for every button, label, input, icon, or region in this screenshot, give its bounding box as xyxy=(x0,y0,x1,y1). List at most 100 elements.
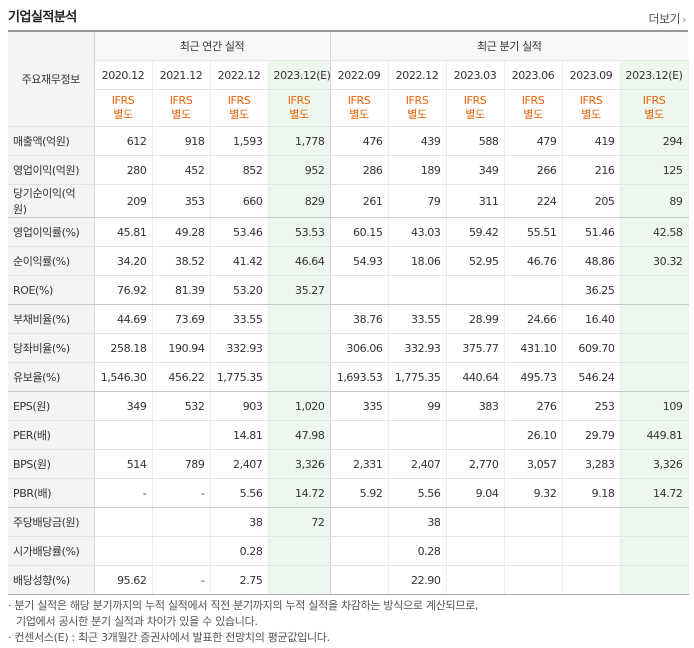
table-cell: 33.55 xyxy=(210,304,269,334)
table-cell: - xyxy=(94,478,153,508)
table-cell xyxy=(330,565,389,595)
accounting-standard: IFRS xyxy=(111,94,135,107)
group-annual-header: 최근 연간 실적 xyxy=(94,30,331,61)
table-cell: 280 xyxy=(94,155,153,185)
table-cell: 46.64 xyxy=(268,246,331,276)
table-cell: 588 xyxy=(446,126,505,156)
table-cell: 440.64 xyxy=(446,362,505,392)
table-cell: 495.73 xyxy=(504,362,563,392)
table-cell: 53.46 xyxy=(210,217,269,247)
section-title: 기업실적분석 xyxy=(8,10,77,25)
table-cell: 45.81 xyxy=(94,217,153,247)
table-row: 시가배당률(%) 0.28 0.28 xyxy=(8,536,689,566)
table-cell xyxy=(562,565,621,595)
table-cell: 26.10 xyxy=(504,420,563,450)
group-quarter-header: 최근 분기 실적 xyxy=(330,30,689,61)
table-cell: 294 xyxy=(620,126,689,156)
table-cell: 3,326 xyxy=(268,449,331,479)
table-cell xyxy=(620,536,689,566)
table-cell: 903 xyxy=(210,391,269,421)
table-cell: 33.55 xyxy=(388,304,447,334)
table-cell: 125 xyxy=(620,155,689,185)
table-cell xyxy=(620,565,689,595)
table-cell: 224 xyxy=(504,184,563,218)
table-cell: 452 xyxy=(152,155,211,185)
table-cell: 383 xyxy=(446,391,505,421)
table-cell: 99 xyxy=(388,391,447,421)
table-cell: 261 xyxy=(330,184,389,218)
table-row: EPS(원) 349 532 903 1,020 335 99 383 276 253 109 xyxy=(8,391,689,421)
table-cell xyxy=(620,275,689,305)
table-cell: 918 xyxy=(152,126,211,156)
table-cell: 79 xyxy=(388,184,447,218)
table-cell: 24.66 xyxy=(504,304,563,334)
table-row: ROE(%) 76.92 81.39 53.20 35.27 36.25 xyxy=(8,275,689,305)
table-cell: 28.99 xyxy=(446,304,505,334)
table-cell: 5.56 xyxy=(210,478,269,508)
table-row: 배당성향(%) 95.62-2.75 22.90 xyxy=(8,565,689,595)
row-label: 순이익률(%) xyxy=(8,246,95,276)
row-label: 당기순이익(억원) xyxy=(8,184,95,218)
table-cell: 1,775.35 xyxy=(210,362,269,392)
table-cell: 73.69 xyxy=(152,304,211,334)
table-cell xyxy=(446,507,505,537)
accounting-header: IFRS 별도 xyxy=(152,89,211,127)
accounting-header: IFRS 별도 xyxy=(268,89,331,127)
table-cell xyxy=(94,536,153,566)
table-cell xyxy=(330,420,389,450)
table-cell: 1,593 xyxy=(210,126,269,156)
table-cell: 48.86 xyxy=(562,246,621,276)
table-cell xyxy=(268,536,331,566)
table-cell: 335 xyxy=(330,391,389,421)
table-cell: 38 xyxy=(210,507,269,537)
table-cell: 456.22 xyxy=(152,362,211,392)
accounting-basis: 별도 xyxy=(289,108,309,121)
table-cell: 829 xyxy=(268,184,331,218)
table-cell xyxy=(504,565,563,595)
table-cell: 286 xyxy=(330,155,389,185)
row-label: 배당성향(%) xyxy=(8,565,95,595)
row-label: PER(배) xyxy=(8,420,95,450)
table-cell: 311 xyxy=(446,184,505,218)
table-cell: 5.56 xyxy=(388,478,447,508)
more-link[interactable]: 더보기 › xyxy=(648,10,686,27)
chevron-right-icon: › xyxy=(682,13,686,26)
table-cell xyxy=(268,362,331,392)
table-cell xyxy=(330,507,389,537)
table-cell: 43.03 xyxy=(388,217,447,247)
table-cell: 9.04 xyxy=(446,478,505,508)
table-cell: 109 xyxy=(620,391,689,421)
table-cell: 89 xyxy=(620,184,689,218)
table-cell: 852 xyxy=(210,155,269,185)
table-cell: 514 xyxy=(94,449,153,479)
period-header: 2023.06 xyxy=(504,60,563,90)
accounting-basis: 별도 xyxy=(113,108,133,121)
table-cell: 789 xyxy=(152,449,211,479)
period-header: 2023.03 xyxy=(446,60,505,90)
table-row: PBR(배) - -5.56 14.72 5.92 5.56 9.04 9.32 9.18 14.… xyxy=(8,478,689,508)
table-cell: 52.95 xyxy=(446,246,505,276)
period-header: 2020.12 xyxy=(94,60,153,90)
table-cell: 5.92 xyxy=(330,478,389,508)
accounting-basis: 별도 xyxy=(229,108,249,121)
table-row: 매출액(억원) 612 918 1,593 1,778 476 439 588 479 419 29… xyxy=(8,126,689,156)
table-cell: 49.28 xyxy=(152,217,211,247)
table-cell: 38 xyxy=(388,507,447,537)
accounting-header: IFRS 별도 xyxy=(504,89,563,127)
table-row: 유보율(%) 1,546.30 456.22 1,775.35 1,693.53 1,77… xyxy=(8,362,689,392)
row-label: 유보율(%) xyxy=(8,362,95,392)
table-cell: 660 xyxy=(210,184,269,218)
table-cell: 36.25 xyxy=(562,275,621,305)
row-label: BPS(원) xyxy=(8,449,95,479)
table-cell: 3,057 xyxy=(504,449,563,479)
accounting-header: IFRS 별도 xyxy=(620,89,689,127)
table-cell: 349 xyxy=(94,391,153,421)
table-row: 순이익률(%) 34.20 38.52 41.42 46.64 54.93 18.06 52.… xyxy=(8,246,689,276)
period-header: 2022.12 xyxy=(388,60,447,90)
table-cell xyxy=(152,536,211,566)
accounting-header: IFRS 별도 xyxy=(388,89,447,127)
row-label: 부채비율(%) xyxy=(8,304,95,334)
accounting-standard: IFRS xyxy=(463,94,487,107)
table-cell xyxy=(620,362,689,392)
table-cell xyxy=(152,420,211,450)
